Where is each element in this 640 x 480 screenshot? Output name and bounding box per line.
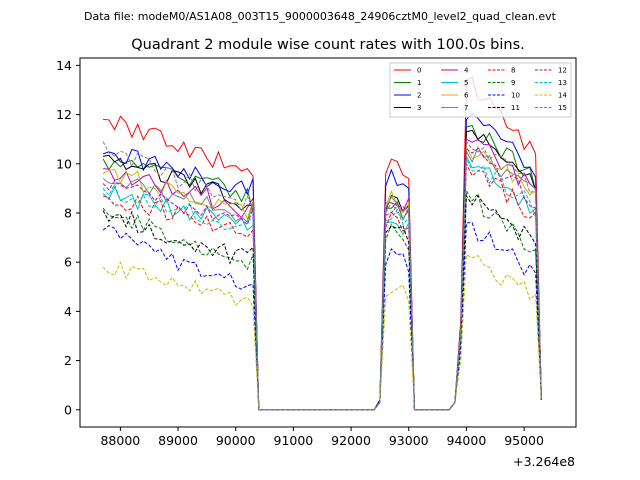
x-tick-label: 94000 <box>447 433 487 448</box>
legend-label-12: 12 <box>558 67 567 75</box>
series-line-0 <box>103 76 542 411</box>
x-tick-label: 93000 <box>389 433 429 448</box>
legend-label-11: 11 <box>511 104 520 112</box>
series-line-9 <box>102 189 542 411</box>
x-tick-label: 89000 <box>158 433 198 448</box>
legend-label-6: 6 <box>464 92 469 100</box>
legend-label-0: 0 <box>417 67 421 75</box>
y-tick-label: 12 <box>56 107 72 122</box>
series-line-4 <box>103 138 542 411</box>
x-tick-label: 90000 <box>216 433 256 448</box>
legend-label-9: 9 <box>511 79 515 87</box>
plot-frame <box>79 57 577 428</box>
y-tick-label: 4 <box>64 304 72 319</box>
x-axis: 88000 89000 90000 91000 92000 93000 94000 95000 <box>100 427 544 448</box>
legend-label-7: 7 <box>464 104 468 112</box>
series-line-2 <box>102 113 542 411</box>
legend-label-15: 15 <box>558 104 567 112</box>
series-line-15 <box>102 140 542 411</box>
legend-label-4: 4 <box>464 67 469 75</box>
y-axis: 0 2 4 6 8 10 12 14 <box>56 58 80 417</box>
y-tick-label: 8 <box>64 205 72 220</box>
legend-label-3: 3 <box>417 104 421 112</box>
x-tick-label: 91000 <box>274 433 314 448</box>
x-tick-label: 88000 <box>100 433 140 448</box>
x-offset-label: +3.264e8 <box>513 454 575 469</box>
series-line-5 <box>102 156 542 411</box>
series-line-11 <box>102 194 542 411</box>
y-tick-label: 14 <box>56 58 72 73</box>
y-tick-label: 0 <box>64 402 72 417</box>
legend-label-13: 13 <box>558 79 567 87</box>
legend-label-14: 14 <box>558 92 567 100</box>
legend-label-8: 8 <box>511 67 515 75</box>
data-file-header: Data file: modeM0/AS1A08_003T15_90000036… <box>84 10 557 23</box>
legend-label-1: 1 <box>417 79 421 87</box>
chart-title: Quadrant 2 module wise count rates with … <box>131 37 525 53</box>
plot-lines <box>102 76 542 411</box>
series-line-14 <box>102 254 542 411</box>
x-tick-label: 95000 <box>504 433 544 448</box>
y-tick-label: 6 <box>64 255 72 270</box>
legend-label-2: 2 <box>417 92 421 100</box>
y-tick-label: 10 <box>56 156 72 171</box>
y-tick-label: 2 <box>64 353 72 368</box>
series-line-10 <box>102 222 542 411</box>
series-line-12 <box>102 147 542 411</box>
legend-label-5: 5 <box>464 79 468 87</box>
x-tick-label: 92000 <box>331 433 371 448</box>
series-line-3 <box>103 129 542 411</box>
legend-label-10: 10 <box>511 92 520 100</box>
